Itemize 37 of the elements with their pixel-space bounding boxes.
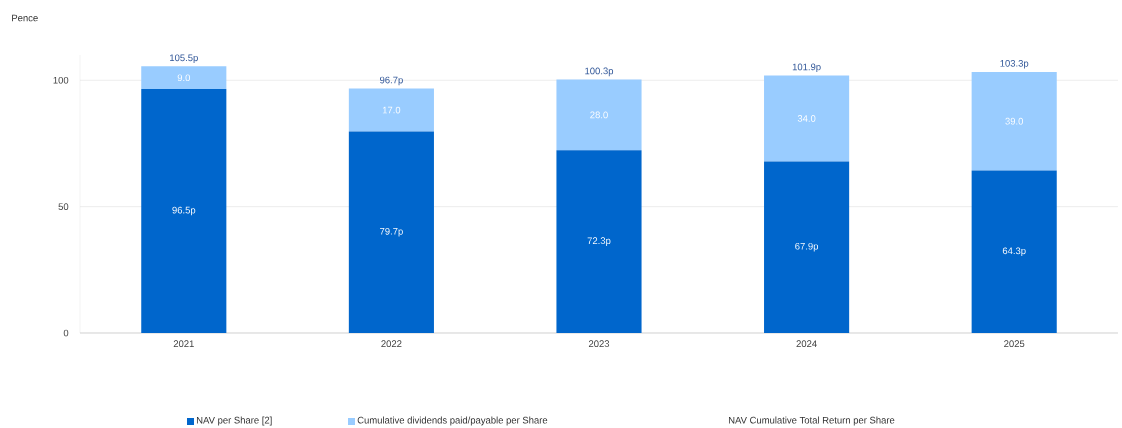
bar <box>556 150 642 333</box>
data-label: 17.0 <box>382 106 401 114</box>
total-label: 105.5p <box>170 54 198 64</box>
x-tick-label: 2023 <box>588 340 610 348</box>
bar <box>764 161 850 333</box>
x-tick-label: 2022 <box>381 340 402 348</box>
x-tick-label: 2021 <box>173 340 194 348</box>
data-label: 39.0 <box>1005 117 1024 125</box>
data-label: 96.5p <box>172 206 196 216</box>
bar <box>971 170 1057 333</box>
x-tick-label: 2024 <box>796 340 817 348</box>
data-label: 79.7p <box>380 228 403 237</box>
bar <box>141 89 227 333</box>
x-tick-label: 2025 <box>1004 340 1025 348</box>
legend-label: NAV per Share [2] <box>196 416 272 426</box>
y-tick-label: 100 <box>53 76 69 84</box>
bar <box>348 131 434 333</box>
y-tick-label: 50 <box>58 203 69 210</box>
total-label: 96.7p <box>379 76 403 86</box>
y-axis-title: Pence <box>12 14 38 22</box>
bar <box>141 66 227 90</box>
bar <box>556 79 642 151</box>
data-label: 67.9p <box>795 242 819 252</box>
legend-label: Cumulative dividends paid/payable per Share <box>357 416 548 426</box>
total-label: 103.3p <box>1000 60 1029 69</box>
data-label: 28.0 <box>590 111 608 119</box>
bar <box>348 88 434 132</box>
data-label: 64.3p <box>1002 247 1026 257</box>
total-label: 100.3p <box>585 67 614 77</box>
data-label: 34.0 <box>797 115 816 122</box>
y-tick-label: 0 <box>63 329 69 337</box>
bar <box>764 75 850 162</box>
bar <box>971 71 1057 171</box>
text: NAV Cumulative Total Return per Share <box>728 416 895 426</box>
data-label: 72.3p <box>587 237 611 246</box>
data-label: 9.0 <box>177 74 191 82</box>
total-label: 101.9p <box>792 63 821 73</box>
